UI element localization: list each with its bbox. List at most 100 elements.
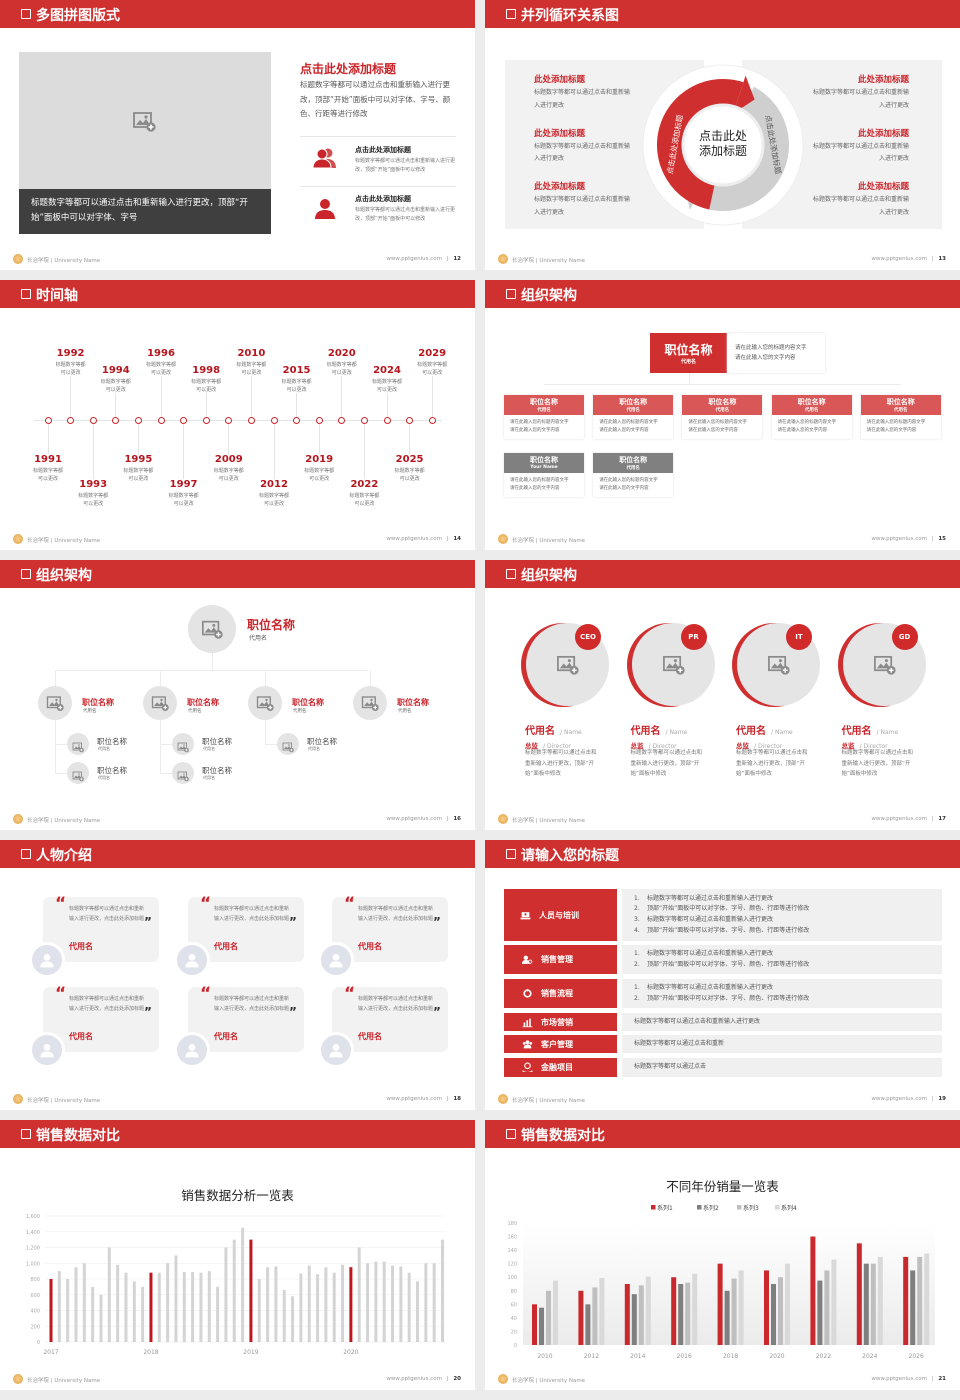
- slide-title: 组织架构: [521, 568, 577, 584]
- desc-line: 请在此输入您的标题内容文字: [735, 345, 807, 351]
- org-box[interactable]: 职位名称 代用名 请在此输入您的标题内容文字 请在此输入您的文字内容: [593, 453, 674, 497]
- timeline-node[interactable]: [270, 416, 278, 424]
- org-box[interactable]: 职位名称 代用名 请在此输入您的标题内容文字 请在此输入您的文字内容: [682, 395, 763, 439]
- timeline-node[interactable]: [180, 416, 188, 424]
- checkbox-square-icon: [506, 9, 516, 19]
- bar: [66, 1279, 70, 1342]
- position-title: 职位名称: [619, 456, 648, 464]
- timeline-node[interactable]: [67, 416, 75, 424]
- org-box[interactable]: 职位名称 代用名 请在此输入您的标题内容文字 请在此输入您的文字内容: [504, 395, 584, 439]
- image-placeholder[interactable]: [19, 52, 271, 189]
- position-title: 职位名称: [202, 737, 232, 746]
- timeline-node[interactable]: [360, 416, 368, 424]
- x-tick-label: 2019: [243, 1349, 258, 1356]
- timeline-node[interactable]: [247, 416, 255, 424]
- category-button[interactable]: 人员与培训: [504, 889, 617, 941]
- chart-title: 销售数据分析一览表: [181, 1188, 294, 1203]
- footer-separator: |: [931, 1096, 934, 1102]
- user-icon: [313, 196, 337, 224]
- person-name: 代用名: [69, 1032, 93, 1041]
- quote-text: 标题数字等都可以通过点击和重新输入进行更改，点击此处添加标题: [214, 996, 290, 1012]
- y-tick-label: 100: [507, 1275, 517, 1281]
- child-avatar[interactable]: [277, 733, 299, 755]
- avatar: [174, 1032, 210, 1068]
- slide-header: 组织架构: [485, 280, 960, 308]
- child-avatar[interactable]: [67, 733, 89, 755]
- slide-5: 组织架构 职位名称 代用名 职位名称 代用名 职位名称 代用名 职位名称 代用名 职位名称 代用名…: [0, 560, 475, 830]
- line-text: 标题数字等都可以通过点击和重新输入进行更改: [634, 1017, 761, 1025]
- top-position-box[interactable]: 职位名称 代用名: [650, 333, 727, 373]
- timeline-node[interactable]: [157, 416, 165, 424]
- branch-avatar[interactable]: [143, 686, 177, 720]
- legend-label: 系列1: [657, 1204, 673, 1212]
- category-button[interactable]: 客户管理: [504, 1035, 617, 1053]
- category-button[interactable]: 销售管理: [504, 945, 617, 974]
- bar-系列4: [924, 1253, 930, 1345]
- role-cn: 总监: [841, 742, 855, 750]
- timeline-node[interactable]: [428, 416, 436, 424]
- timeline-node[interactable]: [134, 416, 142, 424]
- category-detail: 1. 标题数字等都可以通过点击和重新输入进行更改 2. 顶部“开始”面板中可以对字体、…: [622, 979, 942, 1008]
- bar: [341, 1264, 345, 1342]
- footer-separator: |: [446, 536, 449, 542]
- org-connector: [55, 670, 56, 686]
- child-avatar[interactable]: [172, 733, 194, 755]
- bar-系列2: [539, 1307, 544, 1345]
- org-box-header: 职位名称 代用名: [593, 395, 674, 415]
- category-button[interactable]: 销售流程: [504, 979, 617, 1008]
- event-year: 1995: [124, 454, 153, 465]
- timeline-node[interactable]: [225, 416, 233, 424]
- event-year: 1997: [169, 479, 198, 490]
- org-box[interactable]: 职位名称 代用名 请在此输入您的标题内容文字 请在此输入您的文字内容: [771, 395, 852, 439]
- timeline-node[interactable]: [89, 416, 97, 424]
- footer-university: 长治学院 | University Name: [27, 258, 101, 264]
- footer-university: 长治学院 | University Name: [512, 538, 586, 544]
- left-item-title: 此处添加标题: [534, 75, 586, 85]
- name-cn: 代用名: [525, 726, 555, 737]
- quote-text: 标题数字等都可以通过点击和重新输入进行更改，点击此处添加标题: [358, 996, 434, 1012]
- person-name: 代用名: [69, 942, 93, 951]
- footer-university: 长治学院 | University Name: [27, 538, 101, 544]
- timeline-node[interactable]: [202, 416, 210, 424]
- timeline-node[interactable]: [383, 416, 391, 424]
- org-box[interactable]: 职位名称 代用名 请在此输入您的标题内容文字 请在此输入您的文字内容: [593, 395, 674, 439]
- timeline-node[interactable]: [315, 416, 323, 424]
- bar-系列2: [585, 1304, 591, 1345]
- process-icon: [523, 988, 532, 998]
- timeline-node[interactable]: [406, 416, 414, 424]
- timeline-node[interactable]: [338, 416, 346, 424]
- bar-highlighted: [349, 1267, 353, 1342]
- slide-title: 多图拼图版式: [36, 8, 120, 24]
- org-box[interactable]: 职位名称 Your Name 请在此输入您的标题内容文字 请在此输入您的文字内容: [504, 453, 584, 497]
- position-sub: 代用名: [203, 775, 215, 780]
- right-item-text: 标题数字等都可以通过点击和重新输入进行更改: [812, 89, 909, 109]
- footer-university: 长治学院 | University Name: [27, 1378, 101, 1384]
- category-button[interactable]: 市场营销: [504, 1013, 617, 1031]
- branch-avatar[interactable]: [353, 686, 387, 720]
- section-paragraph: 标题数字等都可以通过点击和重新输入进行更改，顶部“开始”面板中可以对字体、字号、…: [300, 80, 451, 118]
- timeline-node[interactable]: [293, 416, 301, 424]
- org-connector: [544, 384, 901, 385]
- org-box[interactable]: 职位名称 代用名 请在此输入您的标题内容文字 请在此输入您的文字内容: [860, 395, 941, 439]
- desc-line: 请在此输入您的标题内容文字: [510, 420, 569, 425]
- bar: [316, 1274, 320, 1342]
- timeline-node[interactable]: [112, 416, 120, 424]
- top-avatar[interactable]: [188, 605, 236, 653]
- child-avatar[interactable]: [67, 762, 89, 784]
- page-number: 13: [938, 256, 946, 262]
- branch-avatar[interactable]: [38, 686, 72, 720]
- list-line: 1. 标题数字等都可以通过点击和重新输入进行更改: [634, 894, 942, 905]
- list-line: 2. 顶部“开始”面板中可以对字体、字号、颜色、行距等进行修改: [634, 994, 942, 1005]
- line-text: 标题数字等都可以通过点击和重新输入进行更改: [647, 894, 774, 902]
- category-button[interactable]: 金融项目: [504, 1058, 617, 1077]
- event-year: 2009: [214, 454, 243, 465]
- footer-university: 长治学院 | University Name: [512, 258, 586, 264]
- branch-avatar[interactable]: [248, 686, 282, 720]
- timeline-node[interactable]: [44, 416, 52, 424]
- child-avatar[interactable]: [172, 762, 194, 784]
- position-sub: 代用名: [680, 359, 696, 365]
- checkbox-square-icon: [21, 569, 31, 579]
- event-text: 标题数字等都可以更改: [78, 493, 109, 507]
- position-title: 职位名称: [708, 398, 737, 406]
- bar: [374, 1261, 378, 1342]
